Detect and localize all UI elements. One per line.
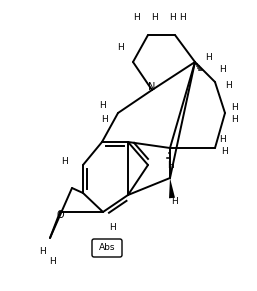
Text: H: H — [169, 13, 175, 22]
Text: H: H — [117, 43, 123, 52]
Text: H: H — [225, 81, 231, 90]
Text: O: O — [56, 210, 64, 220]
Text: H: H — [100, 100, 106, 109]
FancyBboxPatch shape — [92, 239, 122, 257]
Text: H: H — [219, 65, 225, 74]
Text: N: N — [148, 82, 156, 92]
Text: H: H — [62, 157, 68, 166]
Polygon shape — [169, 178, 175, 198]
Text: H: H — [219, 136, 225, 145]
Text: H: H — [49, 258, 55, 267]
Text: H: H — [134, 13, 140, 22]
Text: H: H — [167, 161, 173, 169]
Text: H: H — [180, 13, 186, 22]
Text: H: H — [232, 116, 238, 125]
Text: Abs: Abs — [99, 244, 115, 253]
Text: H: H — [172, 198, 178, 207]
Text: H: H — [102, 116, 108, 125]
Text: H: H — [152, 13, 158, 22]
Text: H: H — [222, 148, 228, 157]
Text: H: H — [40, 248, 46, 256]
Text: H: H — [232, 102, 238, 111]
Text: H: H — [205, 54, 211, 63]
Text: H: H — [109, 223, 115, 233]
